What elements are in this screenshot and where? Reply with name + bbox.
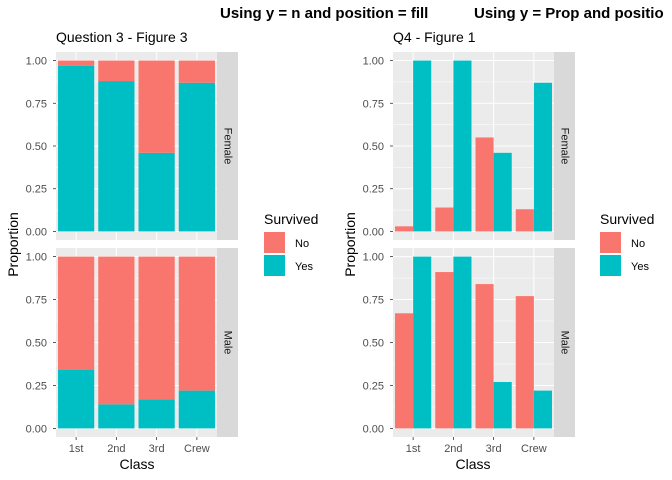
facet-panel-female: 0.00 0.25 0.50 0.75 1.00 Female — [363, 52, 575, 240]
y-tick-label: 0.50 — [26, 338, 47, 350]
chart-title: Q4 - Figure 1 — [393, 29, 476, 45]
legend-title: Survived — [600, 211, 654, 227]
facet-strip — [554, 248, 575, 437]
bar-yes — [453, 60, 472, 232]
x-axis-label: Class — [455, 456, 490, 472]
x-tick-label: 1st — [69, 443, 84, 455]
bar-no — [138, 60, 175, 153]
y-tick-label: 0.25 — [26, 184, 47, 196]
legend-key-no — [264, 232, 285, 253]
y-tick-label: 1.00 — [26, 252, 47, 264]
facet-panel-male: 0.00 0.25 0.50 0.75 1.00 Male — [363, 248, 575, 437]
y-tick-label: 0.50 — [26, 141, 47, 153]
y-tick-label: 0.25 — [363, 380, 384, 392]
y-tick-label: 0.00 — [26, 423, 47, 435]
bar-yes — [453, 256, 472, 429]
bar-yes — [413, 256, 432, 429]
chart-0: Using y = n and position = fill Question … — [5, 5, 428, 472]
y-axis-label: Proportion — [5, 212, 21, 277]
bar-no — [138, 256, 175, 400]
x-tick-label: 2nd — [107, 443, 125, 455]
bar-no — [395, 313, 414, 429]
legend-key-yes — [600, 255, 621, 276]
bar-yes — [533, 82, 552, 232]
y-tick-label: 0.00 — [363, 226, 384, 238]
facet-panel-male: 0.00 0.25 0.50 0.75 1.00 Male — [26, 248, 238, 437]
bar-no — [475, 137, 494, 232]
x-tick-label: 2nd — [444, 443, 462, 455]
bar-no — [178, 256, 215, 391]
bar-yes — [58, 65, 95, 232]
facet-strip-label: Female — [559, 128, 571, 165]
bar-yes — [98, 404, 135, 429]
y-tick-label: 0.00 — [26, 226, 47, 238]
legend-label: Yes — [631, 261, 649, 273]
bar-yes — [413, 60, 432, 232]
bar-yes — [58, 369, 95, 429]
y-axis-label: Proportion — [342, 212, 358, 277]
facet-strip — [217, 52, 238, 240]
y-tick-label: 0.00 — [363, 423, 384, 435]
bar-no — [515, 209, 534, 232]
bar-yes — [138, 399, 175, 429]
x-tick-label: Crew — [184, 443, 210, 455]
y-tick-label: 0.25 — [26, 380, 47, 392]
legend-key-yes — [264, 255, 285, 276]
x-axis-label: Class — [119, 456, 154, 472]
legend-key-no — [600, 232, 621, 253]
bar-no — [58, 256, 95, 370]
bar-yes — [178, 390, 215, 429]
x-tick-label: 3rd — [486, 443, 502, 455]
chart-1: Using y = Prop and positio Q4 - Figure 1 0… — [342, 5, 664, 472]
bar-yes — [98, 81, 135, 232]
y-tick-label: 1.00 — [363, 252, 384, 264]
x-tick-label: 3rd — [149, 443, 165, 455]
y-tick-label: 1.00 — [26, 56, 47, 68]
y-tick-label: 0.75 — [363, 98, 384, 110]
bar-no — [178, 60, 215, 83]
bar-no — [395, 226, 414, 232]
bar-yes — [138, 152, 175, 232]
legend-label: No — [295, 238, 309, 250]
chart-suptitle: Using y = Prop and positio — [474, 5, 664, 22]
bar-no — [58, 60, 95, 66]
chart-suptitle: Using y = n and position = fill — [220, 5, 428, 22]
bar-no — [435, 272, 454, 429]
legend-label: Yes — [295, 261, 313, 273]
facet-strip-label: Female — [222, 128, 234, 165]
y-tick-label: 0.75 — [363, 295, 384, 307]
bar-yes — [178, 82, 215, 232]
bar-yes — [493, 382, 512, 429]
chart-title: Question 3 - Figure 3 — [56, 29, 188, 45]
bar-yes — [533, 390, 552, 429]
bar-no — [515, 296, 534, 429]
y-tick-label: 0.50 — [363, 338, 384, 350]
legend-title: Survived — [264, 211, 318, 227]
bar-no — [435, 207, 454, 232]
x-tick-label: Crew — [521, 443, 547, 455]
y-tick-label: 0.75 — [26, 295, 47, 307]
facet-strip-label: Male — [559, 331, 571, 355]
x-tick-label: 1st — [406, 443, 421, 455]
facet-panel-female: 0.00 0.25 0.50 0.75 1.00 Female — [26, 52, 238, 240]
y-tick-label: 0.50 — [363, 141, 384, 153]
legend-label: No — [631, 238, 645, 250]
facet-strip-label: Male — [222, 331, 234, 355]
y-tick-label: 1.00 — [363, 56, 384, 68]
facet-strip — [217, 248, 238, 437]
bar-yes — [493, 152, 512, 232]
bar-no — [98, 60, 135, 82]
y-tick-label: 0.25 — [363, 184, 384, 196]
bar-no — [475, 284, 494, 429]
facet-strip — [554, 52, 575, 240]
y-tick-label: 0.75 — [26, 98, 47, 110]
legend: Survived No Yes — [264, 211, 318, 276]
legend: Survived No Yes — [600, 211, 654, 276]
bar-no — [98, 256, 135, 405]
